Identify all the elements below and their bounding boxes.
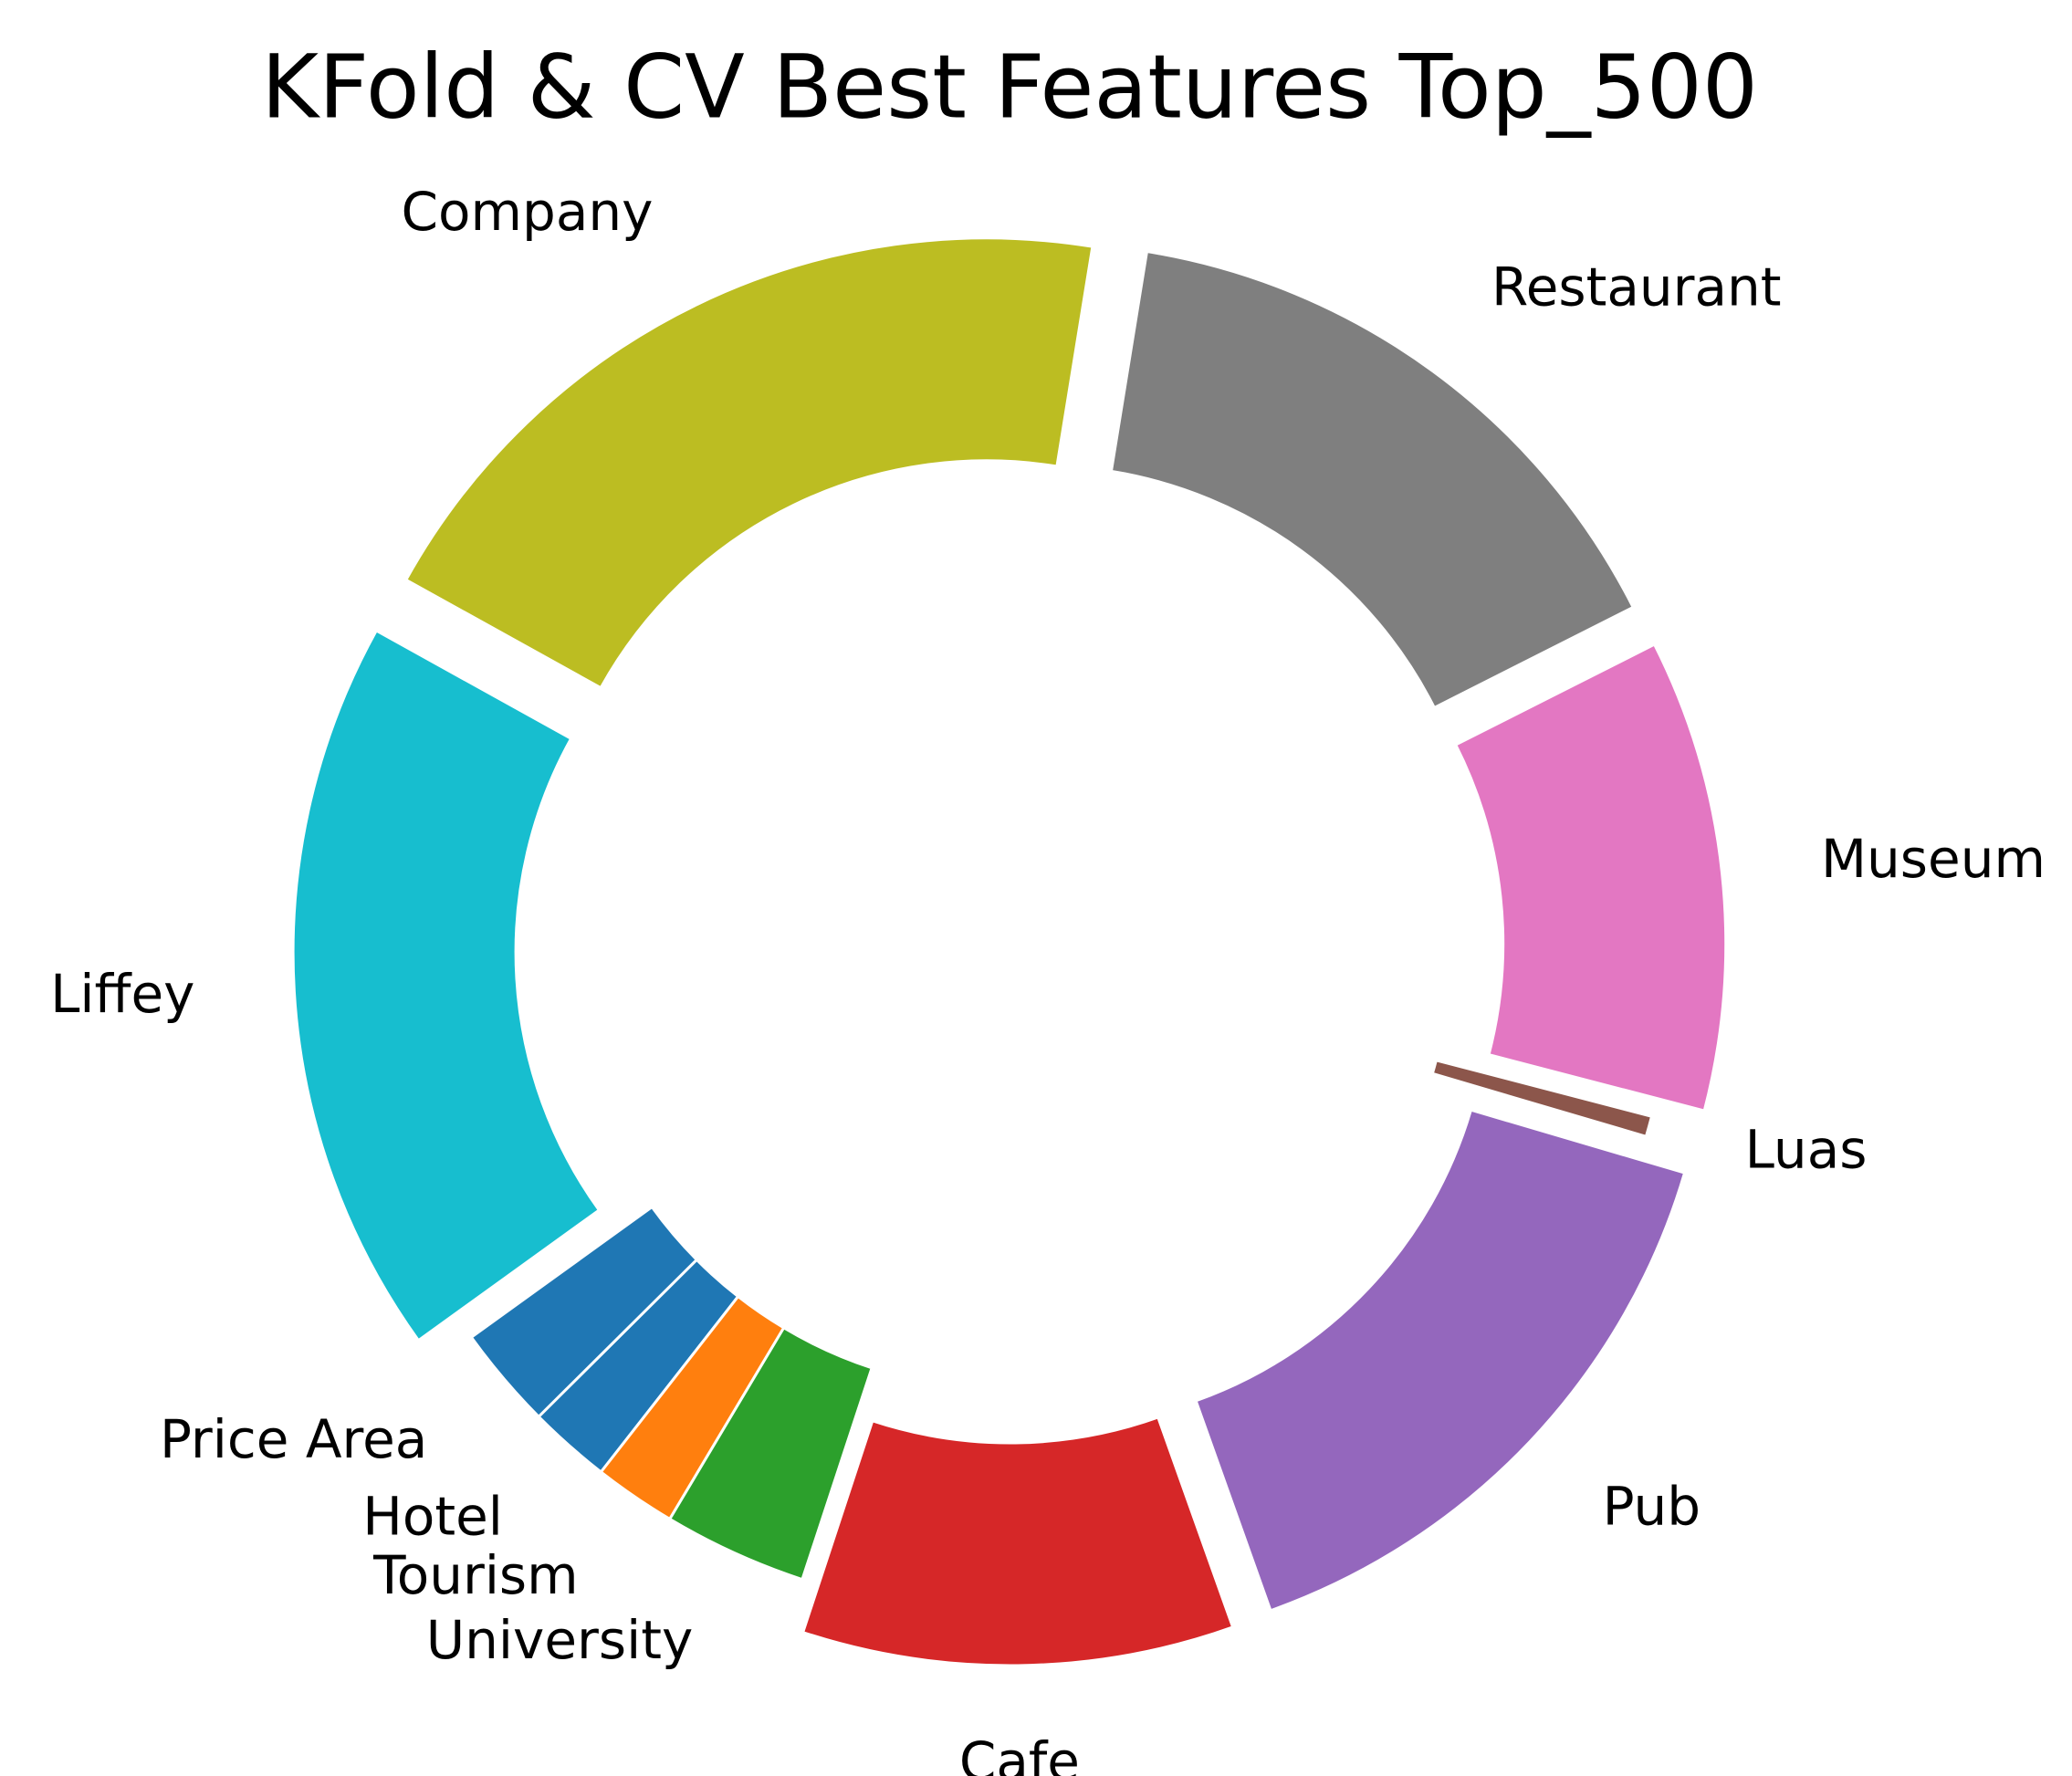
wedge-label: Pub bbox=[1603, 1475, 1701, 1537]
donut-wedge bbox=[1194, 1108, 1687, 1613]
wedge-label: Restaurant bbox=[1491, 256, 1782, 319]
donut-wedge bbox=[1430, 1058, 1654, 1139]
donut-wedge bbox=[469, 1205, 699, 1419]
donut-wedge bbox=[1109, 249, 1636, 710]
chart-title: KFold & CV Best Features Top_500 bbox=[261, 36, 1758, 138]
wedge-label: Liffey bbox=[50, 963, 194, 1025]
donut-wedge bbox=[1453, 642, 1728, 1113]
wedge-label: Company bbox=[402, 181, 654, 243]
wedge-label: Price Area bbox=[160, 1408, 427, 1470]
wedge-label: Luas bbox=[1745, 1119, 1868, 1181]
wedge-label: Museum bbox=[1821, 828, 2046, 890]
donut-wedge bbox=[667, 1325, 874, 1582]
donut-wedge bbox=[801, 1416, 1235, 1667]
donut-wedge bbox=[291, 628, 602, 1342]
wedge-label: University bbox=[426, 1609, 694, 1671]
donut-wedge bbox=[403, 236, 1094, 690]
wedge-label: Tourism bbox=[372, 1544, 579, 1606]
wedge-label: Hotel bbox=[362, 1485, 503, 1547]
wedge-label: Cafe bbox=[959, 1730, 1080, 1776]
